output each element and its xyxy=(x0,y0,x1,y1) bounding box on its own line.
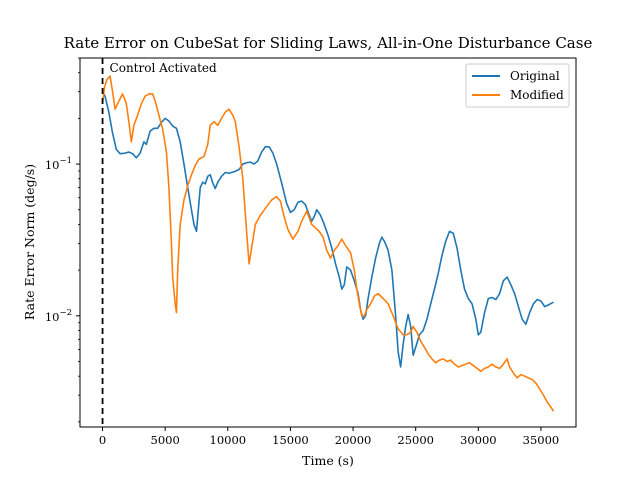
legend-label-original: Original xyxy=(510,69,560,83)
legend-box xyxy=(465,63,570,108)
series-line-modified xyxy=(101,75,555,412)
annotation-layer: Control Activated xyxy=(101,58,217,427)
x-tick-label: 20000 xyxy=(335,433,372,447)
y-tick-base: 10 xyxy=(45,158,60,172)
control-activated-label: Control Activated xyxy=(110,61,217,75)
y-axis-label: Rate Error Norm (deg/s) xyxy=(22,164,37,320)
legend: Original Modified xyxy=(465,63,570,108)
y-tick-label: 10−1 xyxy=(45,156,72,172)
legend-label-modified: Modified xyxy=(510,88,564,102)
x-tick-label: 0 xyxy=(99,433,106,447)
x-tick-label: 25000 xyxy=(397,433,434,447)
x-axis-label: Time (s) xyxy=(302,453,354,468)
x-tick-label: 10000 xyxy=(210,433,247,447)
y-tick-base: 10 xyxy=(45,310,60,324)
x-tick-label: 35000 xyxy=(523,433,560,447)
series-layer xyxy=(101,75,555,412)
x-tick-label: 30000 xyxy=(460,433,497,447)
x-axis: 0 5000 10000 15000 20000 25000 30000 35000 xyxy=(99,427,559,447)
y-tick-exponent: −1 xyxy=(59,156,72,166)
y-tick-label: 10−2 xyxy=(45,308,72,324)
series-line-original xyxy=(101,91,554,368)
chart-title: Rate Error on CubeSat for Sliding Laws, … xyxy=(64,34,593,52)
x-tick-label: 15000 xyxy=(272,433,309,447)
y-tick-exponent: −2 xyxy=(59,308,72,318)
plot-area: Control Activated xyxy=(79,57,577,428)
x-tick-label: 5000 xyxy=(151,433,180,447)
y-axis: 10−210−1 xyxy=(45,57,80,423)
plot-frame xyxy=(79,57,577,428)
